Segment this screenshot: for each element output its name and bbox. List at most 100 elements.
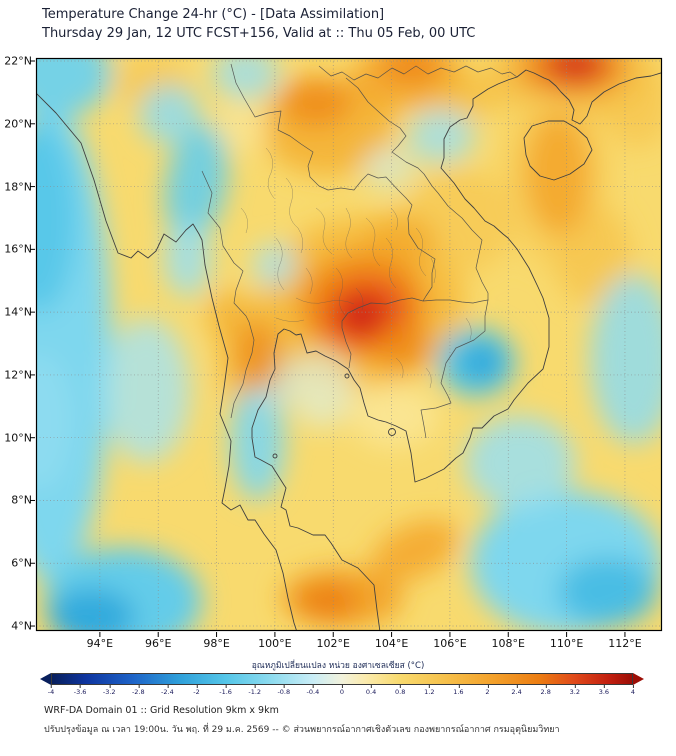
field-blob [347,301,377,327]
lat-tick-label: 22°N [4,54,32,68]
colorbar-tick-label: 0 [339,685,345,696]
colorbar-tick-label: -2.8 [131,685,145,696]
colorbar-tick-label: 0.8 [395,685,406,696]
colorbar-tick-label: -1.2 [248,685,262,696]
field-blob [553,205,633,306]
field-blob [375,322,431,371]
border-north-mekong [230,63,436,302]
colorbar-tick-label: 2 [485,685,490,696]
lon-tick-label: 108°E [491,637,525,650]
field-blob [350,384,439,448]
colorbar-tick-label: 3.2 [569,685,580,696]
field-blob [435,70,500,121]
colorbar-gradient [51,673,633,685]
island-samui [272,453,278,459]
page-title: Temperature Change 24-hr (°C) - [Data As… [42,7,385,22]
field-blob [164,124,229,243]
field-blob [36,352,74,492]
field-blob [234,319,281,393]
lat-tick-label: 14°N [4,305,32,319]
colorbar-tick-label: -4 [47,685,55,696]
colorbar-tick-label: -3.2 [102,685,116,696]
latitude-axis: 22°N 20°N 18°N 16°N 14°N 12°N 10°N 8°N 6°N 4°N [4,54,32,633]
colorbar-tick-label: 0.4 [365,685,377,696]
field-blob [524,112,592,236]
provincial-boundaries [240,147,472,389]
field-blob [589,274,662,444]
field-blob [210,101,270,153]
temperature-field-map [30,57,663,637]
field-blob [407,109,475,164]
colorbar-tick-label: -2 [193,685,200,696]
lon-tick-label: 110°E [549,637,584,650]
field-blob [102,318,191,463]
map-plot [30,57,663,637]
colorbar-tick-label: -3.6 [73,685,87,696]
field-blob [212,58,280,101]
colorbar-tick-label: -0.8 [277,685,291,696]
border-laos-vietnam [345,77,489,300]
coastlines-and-borders [36,63,662,631]
field-blob [206,288,251,342]
field-blob [279,76,353,127]
colorbar-tick-label: 4 [630,685,636,696]
field-blob [229,381,286,501]
axis-ticks [30,60,626,637]
temperature-field-layer [36,58,662,631]
border-china-vietnam [318,65,518,81]
border-thailand-cambodia [341,297,424,369]
lat-tick-label: 20°N [4,117,32,131]
coastline-west [36,92,298,631]
colorbar-tick-label: 1.2 [424,685,435,696]
field-blob [544,58,606,83]
colorbar-title: อุณหภูมิเปลี่ยนแปลง หน่วย องศาเซลเซียส (… [251,661,425,671]
island-phuquoc [388,428,396,436]
colorbar-left-arrow [40,673,51,685]
lat-tick-label: 8°N [11,493,32,507]
colorbar-tick-label: 2.4 [511,685,522,696]
lon-tick-label: 100°E [258,637,292,650]
longitude-axis: 94°E 96°E 98°E 100°E 102°E 104°E 106°E 108°E 110… [36,637,662,651]
lat-tick-label: 6°N [11,556,32,570]
lon-tick-label: 102°E [316,637,350,650]
colorbar [40,673,644,685]
border-cambodia-vietnam [420,299,489,439]
lat-tick-label: 10°N [4,431,32,445]
field-blob [296,582,359,620]
map-frame [35,57,663,632]
lat-tick-label: 18°N [4,180,32,194]
field-blob [36,58,112,118]
page-subtitle: Thursday 29 Jan, 12 UTC FCST+156, Valid … [42,26,476,41]
footer-domain-info: WRF-DA Domain 01 :: Grid Resolution 9km … [44,705,279,716]
lon-tick-label: 112°E [608,637,642,650]
lon-tick-label: 98°E [203,637,230,650]
lon-tick-label: 96°E [144,637,172,650]
lon-tick-label: 94°E [86,637,114,650]
colorbar-tick-label: 2.8 [540,685,551,696]
hainan-island [523,120,593,181]
graticule-gridlines [36,58,662,631]
field-blob [371,519,459,582]
lat-tick-label: 4°N [11,619,32,633]
field-blob [379,58,445,82]
colorbar-tick-label: 1.6 [453,685,464,696]
colorbar-right-arrow [633,673,644,685]
field-blob [139,84,201,145]
colorbar-ticks: -4 -3.6 -3.2 -2.8 -2.4 -2 -1.6 -1.2 -0.8 -0.4 0 0.4… [47,685,636,698]
lon-tick-label: 104°E [374,637,409,650]
island-kochang [344,373,350,379]
field-blob [557,556,658,627]
colorbar-tick-label: -1.6 [219,685,232,696]
lat-tick-label: 16°N [4,242,32,256]
colorbar-tick-label: -2.4 [161,685,174,696]
field-blob [464,415,576,510]
footer-update-info: ปรับปรุงข้อมูล ณ เวลา 19:00น. วัน พฤ. ที… [44,725,560,735]
field-blob [164,221,211,297]
field-blob [461,343,503,382]
colorbar-tick-label: -0.4 [306,685,320,696]
coastline-east [251,69,662,631]
lat-tick-label: 12°N [4,368,32,382]
lon-tick-label: 106°E [433,637,467,650]
field-blob [362,145,415,190]
